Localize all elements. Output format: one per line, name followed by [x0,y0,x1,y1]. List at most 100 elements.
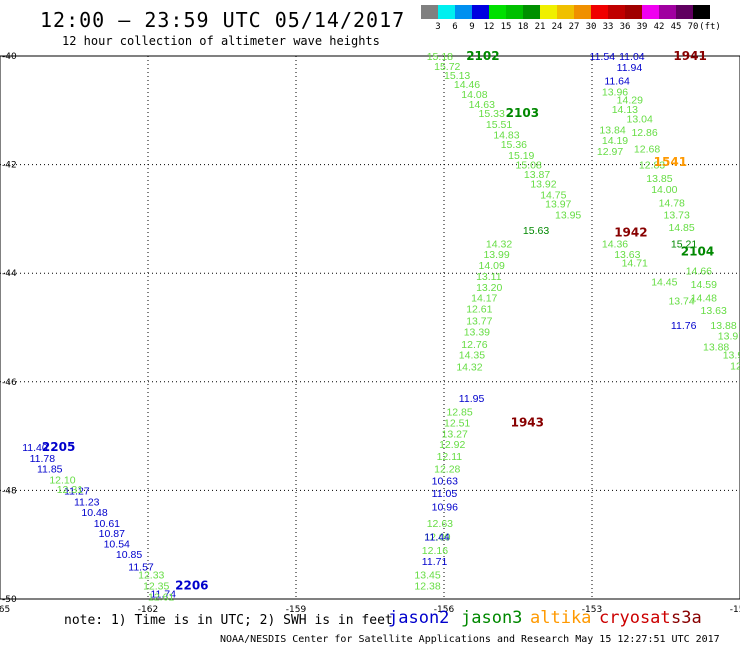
color-swatch [506,5,523,19]
swh-value: 14.78 [659,198,685,210]
legend-cryosat: cryosat [599,608,671,628]
swh-value: 12.33 [138,570,164,582]
color-swatch [557,5,574,19]
color-swatch [523,5,540,19]
swh-value: 15.18 [427,51,453,63]
swh-value: 12.83 [639,160,665,172]
x-tick-label: -162 [138,605,158,615]
swh-value: 13.96 [602,86,628,98]
swh-value: 12.76 [461,339,487,351]
legend-s3a: s3a [671,608,702,628]
pass-time-label: 2102 [466,49,499,63]
swh-value: 13.04 [627,113,653,125]
swh-value: 10.87 [99,528,125,540]
x-tick-label: -165 [0,605,10,615]
color-scale-label: 6 [452,22,458,32]
color-scale-label: 39 [636,22,648,32]
swh-value: 12.61 [466,303,492,315]
swh-value: 14.32 [456,362,482,374]
swh-value: 11.64 [604,75,630,87]
swh-value: 13.20 [476,282,502,294]
swh-value: 12.16 [422,545,448,557]
color-swatch [489,5,506,19]
swh-value: 13.85 [646,173,672,185]
swh-value: 12.31 [57,484,83,496]
color-scale-label: (ft) [699,22,721,32]
swh-value: 11.85 [37,464,63,476]
color-scale-label: 70 [687,22,699,32]
swh-value: 13.63 [701,305,727,317]
swh-value: 15.51 [486,119,512,131]
color-swatch [642,5,659,19]
swh-value: 12.28 [434,464,460,476]
y-tick-label: -42 [2,161,17,171]
y-tick-label: -50 [2,595,17,605]
swh-value: 14.59 [691,279,717,291]
pass-time-label: 2205 [42,440,75,454]
swh-value: 11.44 [424,532,450,544]
swh-value: 11.74 [150,589,176,601]
axis-tick-labels: -165 -162 -159 -156 -153 -150 -40 -42 -44 -46 -48 -… [0,52,740,615]
footnote: note: 1) Time is in UTC; 2) SWH is in fe… [64,613,393,628]
color-swatch [659,5,676,19]
color-swatch [438,5,455,19]
swh-value: 15.19 [508,150,534,162]
pass-time-labels: 2102210319411541194221041943154122052206 [42,49,714,592]
color-scale-label: 9 [469,22,475,32]
swh-value: 11.78 [30,453,56,465]
swh-value: 15.13 [444,70,470,82]
swh-value: 13.99 [483,249,509,261]
color-scale-label: 24 [551,22,563,32]
swh-value: 12.09 [424,532,450,544]
swh-value: 14.32 [486,238,512,250]
track-jason3-light-north: 15.1815.7215.1314.4614.0814.6315.3315.51… [427,51,582,222]
x-tick-label: -156 [434,605,455,615]
swh-value: 13.87 [524,169,550,181]
swh-value: 10.61 [94,518,120,530]
swh-value: 14.71 [622,257,648,269]
swh-value: 13.97 [718,331,740,343]
swh-value: 13.11 [476,271,502,283]
swh-value: 12.38 [414,580,440,592]
color-swatch [540,5,557,19]
swh-value: 12.92 [439,439,465,451]
color-swatch [455,5,472,19]
swh-value: 12.11 [437,451,463,463]
y-tick-label: -46 [2,378,17,388]
color-scale-label: 36 [619,22,631,32]
swh-value: 10.85 [116,549,142,561]
lat-lon-grid [0,56,740,599]
swh-value: 10.96 [432,502,458,514]
color-scale-label: 45 [670,22,682,32]
swh-value: 14.66 [686,265,712,277]
color-scale-label: 27 [568,22,580,32]
swh-value: 10.63 [432,476,458,488]
swh-value: 12.61 [148,591,174,603]
swh-value: 10.54 [104,539,130,551]
swh-value: 11.40 [22,442,48,454]
pass-time-label: 1541 [654,155,687,169]
swh-value: 15.08 [516,160,542,172]
satellite-tracks: 15.1815.7215.1314.4614.0814.6315.3315.51… [22,51,740,603]
color-swatch [421,5,438,19]
swh-value: 11.04 [619,51,645,63]
page-subtitle: 12 hour collection of altimeter wave hei… [62,34,380,48]
swh-value: 15.36 [501,139,527,151]
legend-jason3: jason3 [461,608,523,628]
color-scale-label: 12 [483,22,495,32]
color-scale-label: 15 [500,22,512,32]
color-swatch [574,5,591,19]
swh-value: 12.68 [634,143,660,155]
swh-value: 11.71 [422,556,448,568]
swh-value: 13.63 [614,249,640,261]
map-frame [0,55,740,600]
swh-value: 14.36 [602,238,628,250]
y-tick-label: -44 [2,269,17,279]
color-swatch [472,5,489,19]
y-tick-label: -48 [2,486,17,496]
x-tick-label: -159 [286,605,307,615]
swh-value: 14.08 [461,89,487,101]
